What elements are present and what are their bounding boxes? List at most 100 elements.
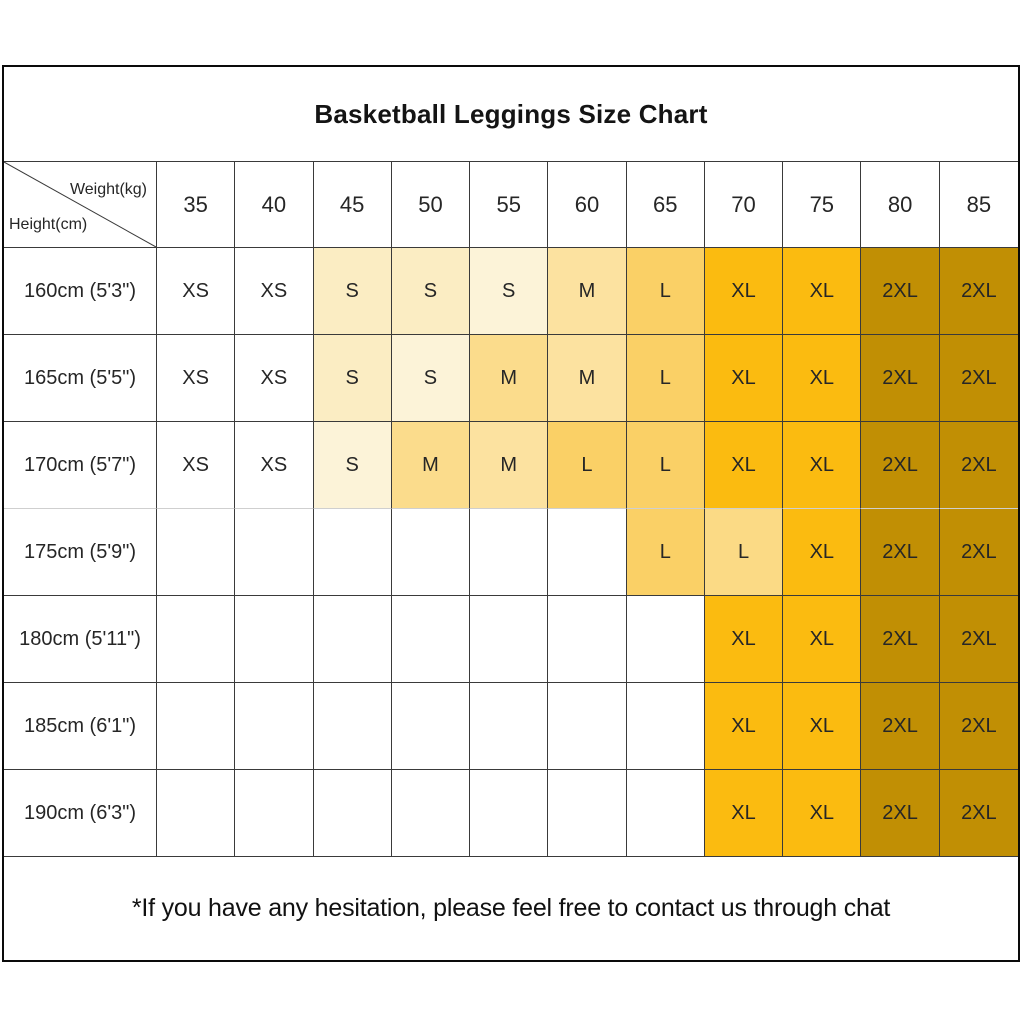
- weight-header: 85: [939, 162, 1018, 248]
- empty-cell: [548, 509, 627, 596]
- size-cell: XL: [704, 248, 784, 335]
- size-cell: L: [626, 509, 705, 596]
- size-cell: S: [470, 248, 549, 335]
- empty-cell: [313, 683, 392, 770]
- size-cell: 2XL: [939, 770, 1018, 857]
- size-cell: XL: [783, 335, 862, 422]
- size-cell: XS: [235, 248, 314, 335]
- size-cell: 2XL: [861, 596, 940, 683]
- size-cell: S: [313, 335, 392, 422]
- size-cell: XS: [157, 248, 236, 335]
- size-cell: L: [548, 422, 627, 509]
- empty-cell: [313, 509, 392, 596]
- empty-cell: [235, 596, 314, 683]
- weight-axis-label: Weight(kg): [69, 181, 147, 198]
- weight-header: 40: [235, 162, 314, 248]
- size-cell: 2XL: [861, 509, 940, 596]
- empty-cell: [313, 596, 392, 683]
- empty-cell: [391, 509, 471, 596]
- size-cell: XL: [704, 422, 784, 509]
- size-cell: XS: [157, 335, 236, 422]
- empty-cell: [626, 683, 705, 770]
- size-cell: 2XL: [861, 248, 940, 335]
- height-row-label: 180cm (5'11"): [4, 596, 157, 683]
- empty-cell: [235, 683, 314, 770]
- empty-cell: [157, 509, 236, 596]
- corner-header-cell: Weight(kg) Height(cm): [4, 162, 157, 248]
- weight-header: 55: [470, 162, 549, 248]
- size-cell: 2XL: [861, 770, 940, 857]
- page-title: Basketball Leggings Size Chart: [4, 67, 1018, 162]
- size-cell: M: [548, 248, 627, 335]
- weight-header: 75: [783, 162, 862, 248]
- size-cell: XL: [704, 683, 784, 770]
- height-row-label: 190cm (6'3"): [4, 770, 157, 857]
- size-cell: S: [391, 248, 471, 335]
- size-cell: XL: [704, 335, 784, 422]
- size-cell: 2XL: [939, 596, 1018, 683]
- empty-cell: [470, 509, 549, 596]
- size-cell: XL: [783, 509, 862, 596]
- size-cell: M: [470, 422, 549, 509]
- weight-header: 65: [626, 162, 705, 248]
- empty-cell: [157, 683, 236, 770]
- size-cell: L: [626, 335, 705, 422]
- diagonal-divider-line: [4, 162, 156, 247]
- size-cell: M: [391, 422, 471, 509]
- size-cell: S: [391, 335, 471, 422]
- size-cell: L: [626, 248, 705, 335]
- empty-cell: [626, 770, 705, 857]
- empty-cell: [548, 596, 627, 683]
- height-row-label: 170cm (5'7"): [4, 422, 157, 509]
- weight-header: 35: [157, 162, 236, 248]
- empty-cell: [391, 770, 471, 857]
- empty-cell: [235, 770, 314, 857]
- size-cell: S: [313, 422, 392, 509]
- size-cell: 2XL: [939, 248, 1018, 335]
- empty-cell: [626, 596, 705, 683]
- empty-cell: [470, 683, 549, 770]
- empty-cell: [391, 683, 471, 770]
- size-cell: XL: [783, 770, 862, 857]
- size-cell: 2XL: [939, 509, 1018, 596]
- height-row-label: 165cm (5'5"): [4, 335, 157, 422]
- empty-cell: [391, 596, 471, 683]
- height-row-label: 175cm (5'9"): [4, 509, 157, 596]
- size-cell: 2XL: [861, 335, 940, 422]
- size-cell: 2XL: [861, 683, 940, 770]
- size-cell: XS: [235, 335, 314, 422]
- weight-header: 60: [548, 162, 627, 248]
- empty-cell: [313, 770, 392, 857]
- weight-header: 80: [861, 162, 940, 248]
- size-cell: 2XL: [939, 335, 1018, 422]
- size-cell: M: [548, 335, 627, 422]
- empty-cell: [548, 683, 627, 770]
- size-cell: XS: [235, 422, 314, 509]
- size-cell: 2XL: [861, 422, 940, 509]
- size-cell: 2XL: [939, 683, 1018, 770]
- size-cell: L: [704, 509, 784, 596]
- size-cell: XL: [783, 683, 862, 770]
- empty-cell: [157, 770, 236, 857]
- empty-cell: [235, 509, 314, 596]
- weight-header: 45: [313, 162, 392, 248]
- empty-cell: [470, 596, 549, 683]
- size-cell: XL: [704, 596, 784, 683]
- height-axis-label: Height(cm): [9, 216, 88, 233]
- height-row-label: 185cm (6'1"): [4, 683, 157, 770]
- size-cell: M: [470, 335, 549, 422]
- empty-cell: [548, 770, 627, 857]
- size-cell: 2XL: [939, 422, 1018, 509]
- empty-cell: [157, 596, 236, 683]
- empty-cell: [470, 770, 549, 857]
- size-cell: XL: [783, 248, 862, 335]
- size-cell: XL: [704, 770, 784, 857]
- size-cell: S: [313, 248, 392, 335]
- weight-header: 50: [391, 162, 471, 248]
- weight-header: 70: [704, 162, 784, 248]
- size-cell: XL: [783, 422, 862, 509]
- size-table: Basketball Leggings Size Chart Weight(kg…: [2, 65, 1020, 962]
- size-cell: XS: [157, 422, 236, 509]
- footer-note: *If you have any hesitation, please feel…: [131, 894, 891, 922]
